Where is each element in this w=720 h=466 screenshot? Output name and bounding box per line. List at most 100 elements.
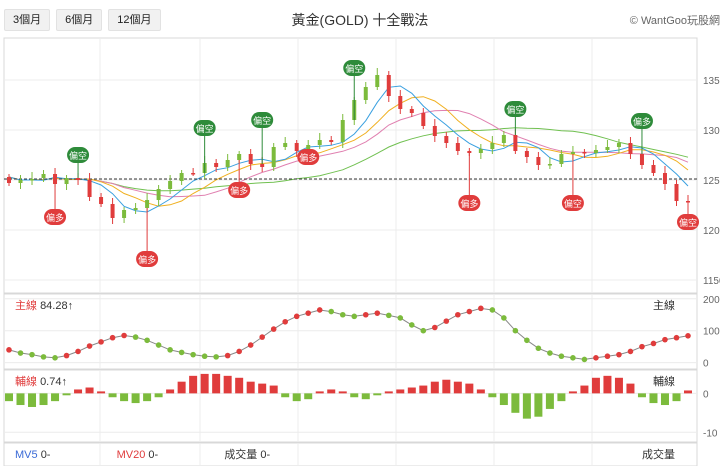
sub-line-bar: [603, 375, 612, 394]
candle-body: [490, 143, 495, 149]
candle-body: [616, 143, 621, 147]
price-tick-label: 1350: [703, 76, 720, 87]
candle-body: [18, 180, 23, 183]
main-line-point: [673, 334, 680, 341]
candle-body: [674, 184, 679, 201]
main-line-point: [547, 350, 553, 356]
main-line-point: [155, 342, 162, 348]
sub-line-bar: [384, 391, 393, 394]
candle-body: [156, 189, 161, 200]
sell-signal-label: 偏空: [345, 63, 363, 74]
sub-line-bar: [557, 393, 566, 402]
sub-line-bar: [591, 377, 600, 394]
candle-body: [340, 120, 345, 142]
main-line-point: [259, 334, 265, 340]
indicator1-panel-frame: [3, 293, 698, 370]
sub-line-bar: [614, 377, 623, 394]
buy-signal-marker: [677, 214, 699, 230]
main-line-point: [52, 355, 58, 361]
sub-line-bar: [154, 393, 163, 398]
candle-body: [7, 177, 11, 183]
candle-body: [306, 145, 311, 151]
watermark-credit: © WantGoo玩股網: [629, 15, 720, 27]
sub-line-bar: [189, 375, 198, 394]
sell-signal-label: 偏空: [196, 123, 214, 134]
buy-signal-marker: [561, 195, 584, 211]
period-tabs: 3個月 6個月 12個月: [4, 9, 161, 31]
chart-title: 黃金(GOLD) 十全戰法: [291, 12, 429, 28]
main-line-point: [224, 352, 231, 359]
candle-body: [41, 174, 46, 178]
buy-signal-marker: [44, 209, 67, 225]
buy-signal-marker: [458, 195, 481, 211]
candle-body: [87, 180, 92, 197]
candle-body: [570, 152, 575, 154]
sub-line-bar: [419, 385, 428, 394]
candle-body: [76, 178, 81, 180]
main-line-point: [581, 356, 588, 363]
sub-line-title-right: 輔線: [653, 376, 675, 388]
sub-line-bar: [373, 393, 382, 396]
candle-body: [363, 87, 368, 100]
indicator1-tick-label: 100: [703, 327, 720, 338]
indicator2-tick-label: -10: [703, 428, 718, 439]
sub-line-bar: [568, 391, 577, 394]
main-line-point: [316, 307, 323, 313]
main-line-point: [6, 347, 12, 353]
buy-signal-label: 偏多: [46, 212, 64, 223]
sub-line-bar: [315, 391, 324, 394]
sub-line-bar: [304, 393, 313, 400]
main-line-point: [29, 351, 35, 358]
tab-12-months[interactable]: 12個月: [108, 9, 161, 31]
sub-line-bar: [361, 393, 370, 400]
candle-body: [317, 140, 322, 145]
main-line-point: [535, 345, 542, 352]
sub-line-bar: [28, 393, 37, 407]
indicator1-tick-label: 200: [703, 295, 720, 306]
main-line-point: [478, 305, 484, 312]
sub-line-bar: [626, 383, 635, 394]
candle-body: [271, 147, 276, 167]
candle-body: [99, 197, 104, 204]
main-line-point: [627, 348, 634, 355]
candle-body: [582, 152, 587, 154]
volume-panel-frame: [3, 442, 698, 466]
main-line-point: [282, 318, 289, 325]
main-line-point: [293, 313, 300, 320]
sub-line-bar: [580, 385, 589, 394]
ma3-line: [8, 85, 689, 213]
tab-6-months[interactable]: 6個月: [56, 9, 103, 31]
candle-body: [283, 143, 288, 147]
sub-line-bar: [292, 393, 301, 402]
volume-value: 0-: [260, 449, 271, 461]
main-line-point: [501, 315, 507, 321]
candle-body: [122, 210, 127, 218]
main-line-point: [432, 324, 438, 331]
sub-line-bar: [97, 391, 106, 394]
main-line-point: [408, 322, 415, 328]
sub-line-legend: 輔線 0.74↑: [15, 373, 67, 389]
main-line-point: [75, 348, 81, 355]
sub-line-bar: [39, 393, 48, 406]
ma20-value: 0-: [148, 449, 159, 461]
candle-body: [294, 143, 299, 151]
sub-line-bar: [499, 393, 508, 406]
main-line-legend: 主線 84.28↑: [15, 297, 73, 313]
sub-line-bar: [672, 393, 681, 402]
candle-body: [110, 204, 115, 218]
candle-body: [501, 135, 506, 143]
tab-3-months[interactable]: 3個月: [4, 9, 51, 31]
main-line-point: [593, 355, 599, 361]
main-line-point: [374, 310, 381, 316]
price-tick-label: 1300: [703, 126, 720, 137]
candle-body: [455, 143, 460, 151]
main-line-point: [639, 343, 645, 350]
main-line-path: [8, 307, 689, 360]
volume-legend: MV5 0- MV20 0- 成交量 0-: [15, 446, 270, 462]
sub-line-bar: [522, 393, 531, 419]
sub-line-bar: [684, 390, 692, 394]
main-panel-frame: [3, 37, 698, 294]
candle-body: [398, 96, 403, 109]
candle-body: [179, 173, 184, 181]
buy-signal-label: 偏空: [564, 198, 582, 209]
